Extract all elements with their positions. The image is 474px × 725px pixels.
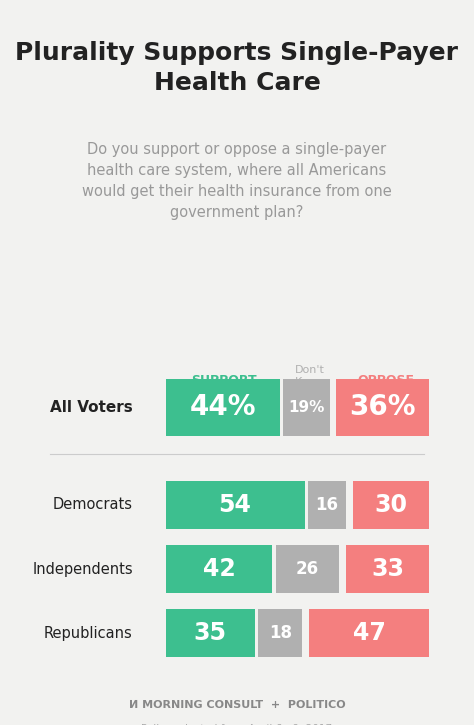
Text: 18: 18 <box>269 624 292 642</box>
Text: SUPPORT: SUPPORT <box>191 374 256 387</box>
FancyBboxPatch shape <box>165 378 280 436</box>
Text: 35: 35 <box>194 621 227 645</box>
FancyBboxPatch shape <box>275 545 339 593</box>
Text: 33: 33 <box>371 557 404 581</box>
Text: 26: 26 <box>296 560 319 578</box>
Text: Don't
Know: Don't Know <box>294 365 325 387</box>
Text: Plurality Supports Single-Payer
Health Care: Plurality Supports Single-Payer Health C… <box>16 41 458 95</box>
Text: 42: 42 <box>202 557 235 581</box>
Text: Do you support or oppose a single-payer
health care system, where all Americans
: Do you support or oppose a single-payer … <box>82 143 392 220</box>
Text: Democrats: Democrats <box>53 497 133 512</box>
Text: Independents: Independents <box>32 562 133 576</box>
Text: 47: 47 <box>353 621 385 645</box>
Text: All Voters: All Voters <box>50 399 133 415</box>
Text: 30: 30 <box>375 493 408 517</box>
FancyBboxPatch shape <box>346 545 429 593</box>
FancyBboxPatch shape <box>308 481 346 529</box>
Text: 16: 16 <box>316 496 338 514</box>
FancyBboxPatch shape <box>353 481 429 529</box>
Text: 44%: 44% <box>190 393 256 421</box>
Text: 19%: 19% <box>288 399 325 415</box>
Text: 54: 54 <box>219 493 252 517</box>
FancyBboxPatch shape <box>337 378 429 436</box>
FancyBboxPatch shape <box>165 545 272 593</box>
Text: ⵍ MORNING CONSULT  +  POLITICO: ⵍ MORNING CONSULT + POLITICO <box>128 700 346 710</box>
Text: Republicans: Republicans <box>44 626 133 641</box>
FancyBboxPatch shape <box>165 610 255 658</box>
FancyBboxPatch shape <box>309 610 429 658</box>
FancyBboxPatch shape <box>283 378 330 436</box>
Text: OPPOSE: OPPOSE <box>357 374 414 387</box>
Text: 36%: 36% <box>350 393 416 421</box>
FancyBboxPatch shape <box>258 610 302 658</box>
FancyBboxPatch shape <box>165 481 305 529</box>
